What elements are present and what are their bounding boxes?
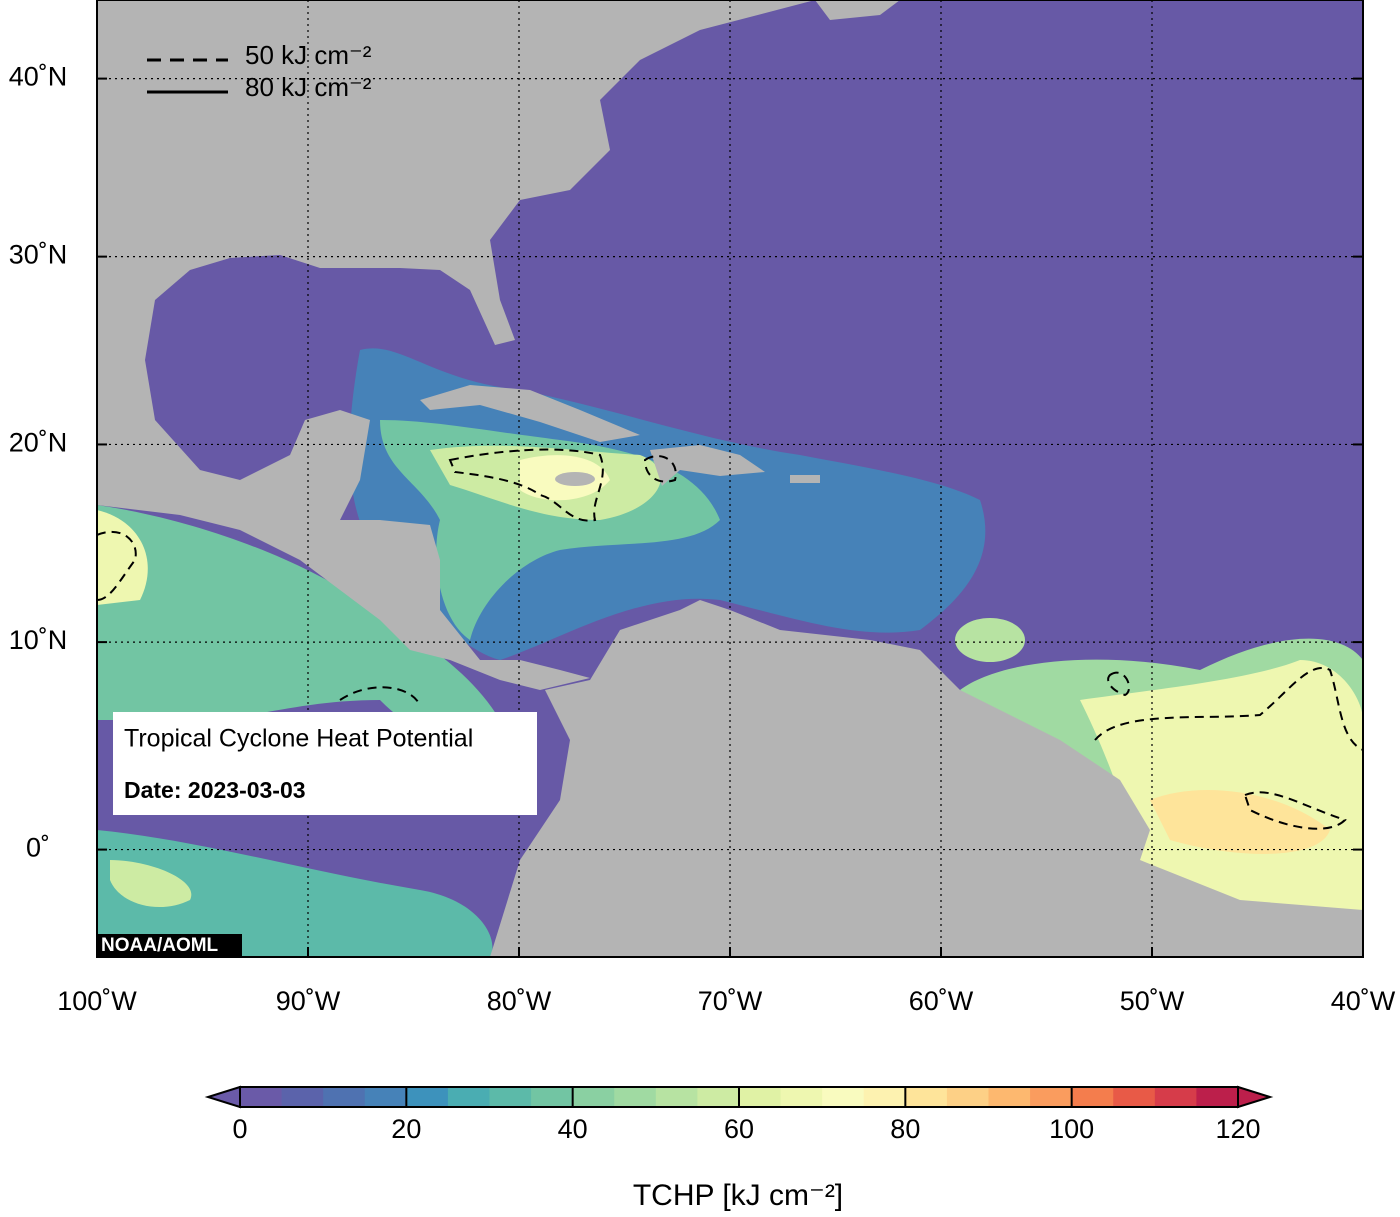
- colorbar-bin: [863, 1087, 906, 1107]
- colorbar-bin: [240, 1087, 283, 1107]
- colorbar-tick-label: 80: [890, 1114, 920, 1144]
- x-tick-label: 40˚W: [1331, 986, 1396, 1016]
- colorbar-bin: [614, 1087, 657, 1107]
- colorbar-label: TCHP [kJ cm⁻²]: [633, 1179, 843, 1212]
- colorbar-tick-label: 40: [558, 1114, 588, 1144]
- y-tick-label: 20˚N: [9, 428, 68, 458]
- colorbar-tick-label: 100: [1049, 1114, 1094, 1144]
- colorbar-arrow: [204, 1085, 241, 1109]
- y-tick-label: 10˚N: [9, 625, 68, 655]
- colorbar: 0 20 40 60 80 100 120: [204, 1085, 1274, 1144]
- colorbar-bin: [1113, 1087, 1156, 1107]
- colorbar-bin: [531, 1087, 574, 1107]
- map-frame: [96, 0, 1364, 958]
- map-date: Date: 2023-03-03: [124, 777, 306, 803]
- colorbar-bin: [655, 1087, 698, 1107]
- legend-label: 50 kJ cm⁻²: [245, 40, 372, 70]
- colorbar-tick-label: 60: [724, 1114, 754, 1144]
- map-title: Tropical Cyclone Heat Potential: [124, 725, 473, 753]
- colorbar-arrow: [1237, 1085, 1274, 1109]
- colorbar-bin: [406, 1087, 449, 1107]
- colorbar-bin: [489, 1087, 532, 1107]
- x-tick-label: 100˚W: [57, 986, 137, 1016]
- y-tick-label: 30˚N: [9, 240, 68, 270]
- colorbar-bin: [697, 1087, 740, 1107]
- colorbar-bin: [822, 1087, 865, 1107]
- colorbar-bin: [281, 1087, 324, 1107]
- colorbar-bin: [572, 1087, 615, 1107]
- colorbar-tick-label: 20: [391, 1114, 421, 1144]
- colorbar-bin: [1071, 1087, 1114, 1107]
- x-tick-label: 60˚W: [909, 986, 974, 1016]
- x-tick-label: 70˚W: [698, 986, 763, 1016]
- colorbar-bin: [905, 1087, 948, 1107]
- colorbar-bin: [323, 1087, 366, 1107]
- credit: NOAA/AOML: [101, 935, 219, 956]
- colorbar-bin: [1030, 1087, 1073, 1107]
- colorbar-bin: [447, 1087, 490, 1107]
- colorbar-tick-label: 0: [232, 1114, 247, 1144]
- x-tick-label: 90˚W: [276, 986, 341, 1016]
- credit-box: [97, 934, 242, 957]
- colorbar-tick-label: 120: [1215, 1114, 1260, 1144]
- y-tick-label: 0˚: [26, 833, 50, 863]
- colorbar-bin: [988, 1087, 1031, 1107]
- colorbar-bin: [364, 1087, 407, 1107]
- colorbar-bin: [780, 1087, 823, 1107]
- colorbar-bin: [1154, 1087, 1197, 1107]
- x-tick-label: 80˚W: [487, 986, 552, 1016]
- y-tick-label: 40˚N: [9, 62, 68, 92]
- legend-label: 80 kJ cm⁻²: [245, 72, 372, 102]
- title-box: [113, 712, 537, 815]
- colorbar-bin: [739, 1087, 782, 1107]
- colorbar-bin: [946, 1087, 989, 1107]
- x-tick-label: 50˚W: [1120, 986, 1185, 1016]
- colorbar-bin: [1196, 1087, 1239, 1107]
